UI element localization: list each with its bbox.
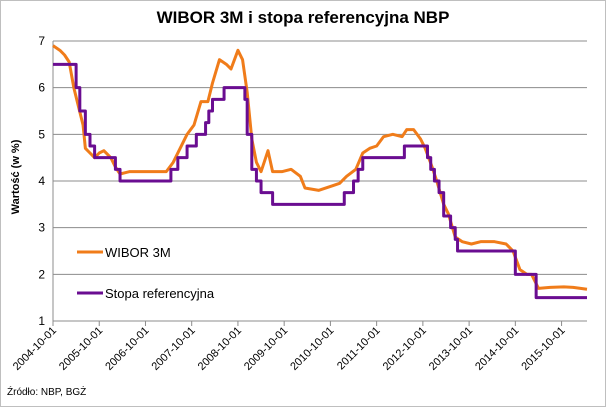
x-tick-label: 2015-10-01	[519, 325, 567, 373]
y-tick-label: 1	[38, 314, 45, 328]
chart-title: WIBOR 3M i stopa referencyjna NBP	[156, 8, 450, 27]
x-tick-label: 2007-10-01	[150, 325, 198, 373]
y-tick-label: 5	[38, 127, 45, 141]
source-note: Źródło: NBP, BGŻ	[7, 387, 87, 398]
y-tick-label: 2	[38, 267, 45, 281]
series-line-stopa-referencyjna	[53, 62, 587, 300]
x-tick-label: 2014-10-01	[473, 325, 521, 373]
x-tick-label: 2009-10-01	[242, 325, 290, 373]
x-tick-label: 2005-10-01	[57, 325, 105, 373]
x-tick-label: 2004-10-01	[11, 325, 59, 373]
x-tick-label: 2011-10-01	[335, 325, 383, 373]
x-tick-label: 2012-10-01	[381, 325, 429, 373]
x-tick-label: 2013-10-01	[427, 325, 475, 373]
y-tick-label: 6	[38, 81, 45, 95]
y-tick-label: 4	[38, 174, 45, 188]
x-tick-label: 2010-10-01	[288, 325, 336, 373]
legend-label: Stopa referencyjna	[105, 286, 215, 301]
y-tick-label: 3	[38, 221, 45, 235]
x-tick-label: 2006-10-01	[103, 325, 151, 373]
x-tick-label: 2008-10-01	[196, 325, 244, 373]
y-tick-label: 7	[38, 34, 45, 48]
legend-label: WIBOR 3M	[105, 245, 171, 260]
series-line-wibor-3m	[52, 44, 588, 291]
